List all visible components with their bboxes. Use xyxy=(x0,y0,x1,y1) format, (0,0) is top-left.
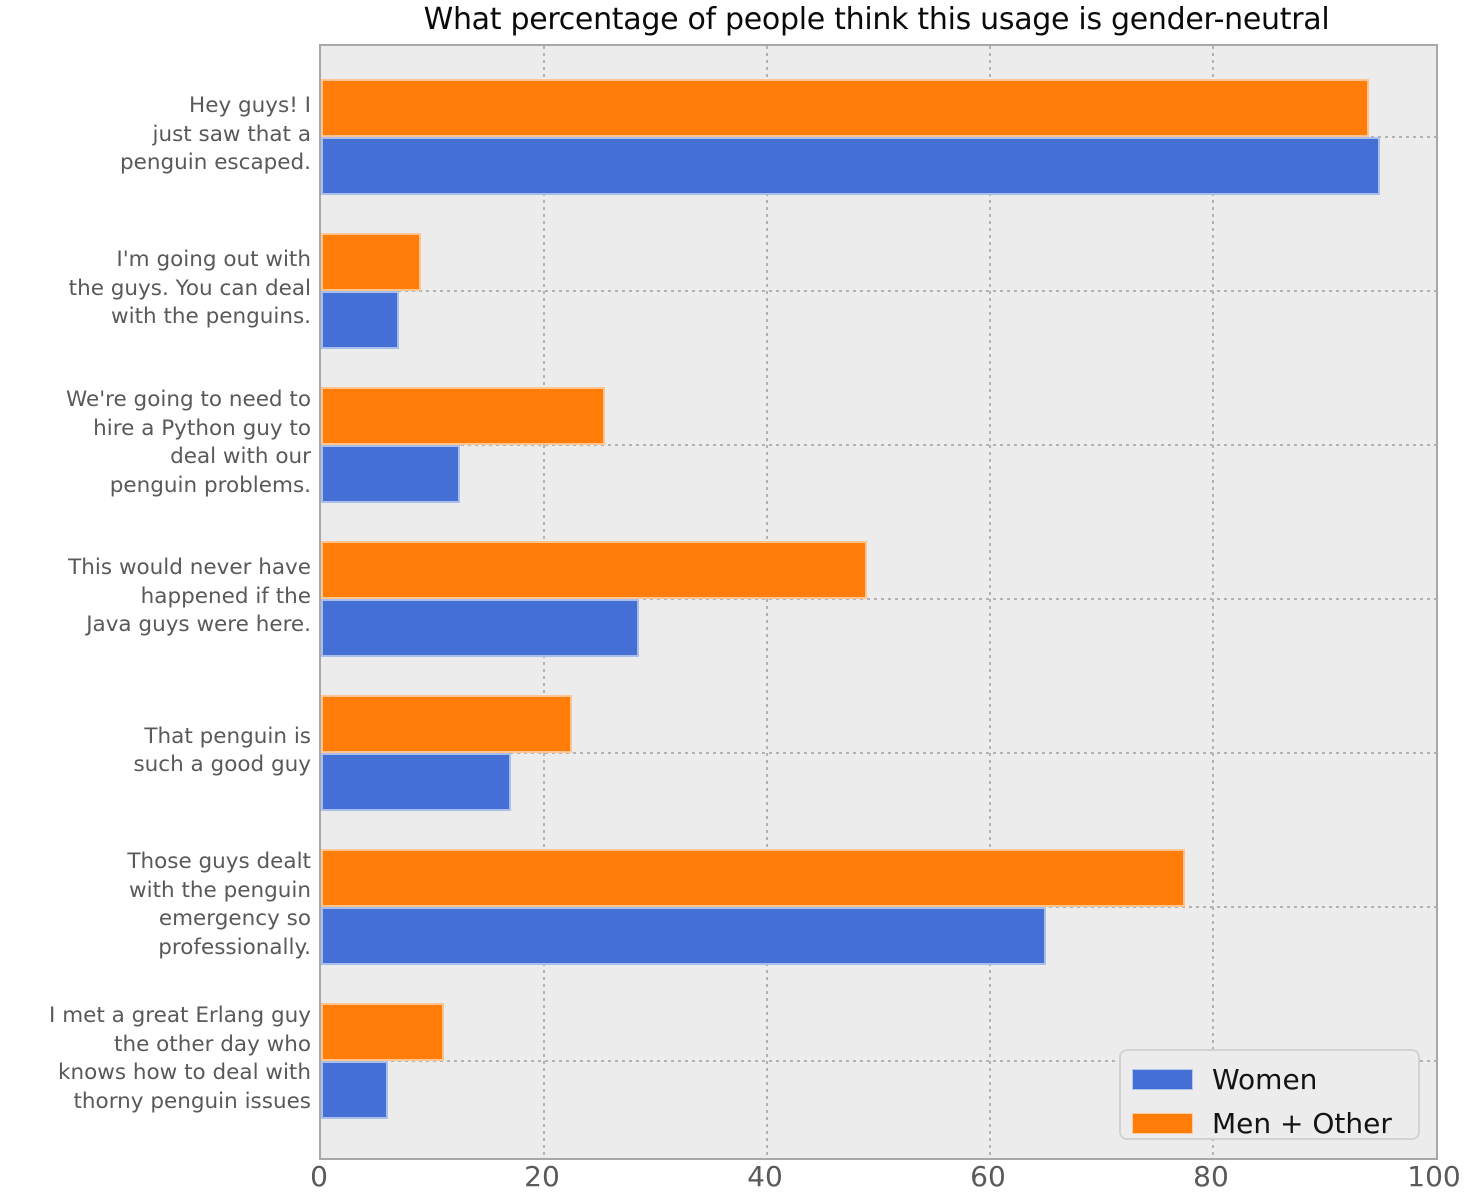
bar-women-1 xyxy=(321,291,400,349)
gridline-x-80 xyxy=(1212,46,1214,1158)
gridline-y-2 xyxy=(321,444,1436,446)
bar-men-other-5 xyxy=(321,849,1186,907)
y-tick-label-5: Those guys dealt with the penguin emerge… xyxy=(127,849,311,960)
legend-item-women: Women xyxy=(1132,1061,1418,1097)
x-tick-label-60: 60 xyxy=(970,1160,1006,1193)
bar-women-4 xyxy=(321,753,511,811)
x-tick-label-0: 0 xyxy=(310,1160,328,1193)
bar-men-other-1 xyxy=(321,233,422,291)
bar-men-other-6 xyxy=(321,1003,444,1061)
y-tick-label-0: Hey guys! I just saw that a penguin esca… xyxy=(120,93,311,176)
gridline-y-4 xyxy=(321,752,1436,754)
legend-label-women: Women xyxy=(1212,1062,1318,1096)
gridline-y-6 xyxy=(321,1060,1436,1062)
legend-label-men-other: Men + Other xyxy=(1212,1106,1392,1140)
y-tick-label-6: I met a great Erlang guy the other day w… xyxy=(49,1003,311,1114)
y-tick-label-3: This would never have happened if the Ja… xyxy=(68,555,311,638)
y-tick-label-2: We're going to need to hire a Python guy… xyxy=(65,387,311,498)
bar-women-5 xyxy=(321,907,1046,965)
gridline-y-1 xyxy=(321,290,1436,292)
legend: Women Men + Other xyxy=(1119,1049,1420,1140)
gridline-x-60 xyxy=(989,46,991,1158)
chart-title: What percentage of people think this usa… xyxy=(423,2,1330,37)
legend-item-men-other: Men + Other xyxy=(1132,1105,1418,1141)
x-tick-label-40: 40 xyxy=(747,1160,783,1193)
bar-men-other-0 xyxy=(321,79,1370,137)
bar-men-other-4 xyxy=(321,695,572,753)
men-other-series-swatch xyxy=(1132,1112,1193,1134)
bar-men-other-3 xyxy=(321,541,868,599)
x-tick-label-100: 100 xyxy=(1407,1160,1461,1193)
gridline-y-3 xyxy=(321,598,1436,600)
women-series-swatch xyxy=(1132,1068,1193,1090)
bar-men-other-2 xyxy=(321,387,606,445)
x-tick-label-80: 80 xyxy=(1193,1160,1229,1193)
y-tick-label-4: That penguin is such a good guy xyxy=(133,723,311,778)
bar-women-0 xyxy=(321,137,1381,195)
x-tick-label-20: 20 xyxy=(524,1160,560,1193)
bar-women-2 xyxy=(321,445,461,503)
plot-area xyxy=(319,44,1438,1160)
bar-women-6 xyxy=(321,1061,388,1119)
gridline-x-40 xyxy=(766,46,768,1158)
bar-women-3 xyxy=(321,599,639,657)
y-tick-label-1: I'm going out with the guys. You can dea… xyxy=(68,247,311,330)
